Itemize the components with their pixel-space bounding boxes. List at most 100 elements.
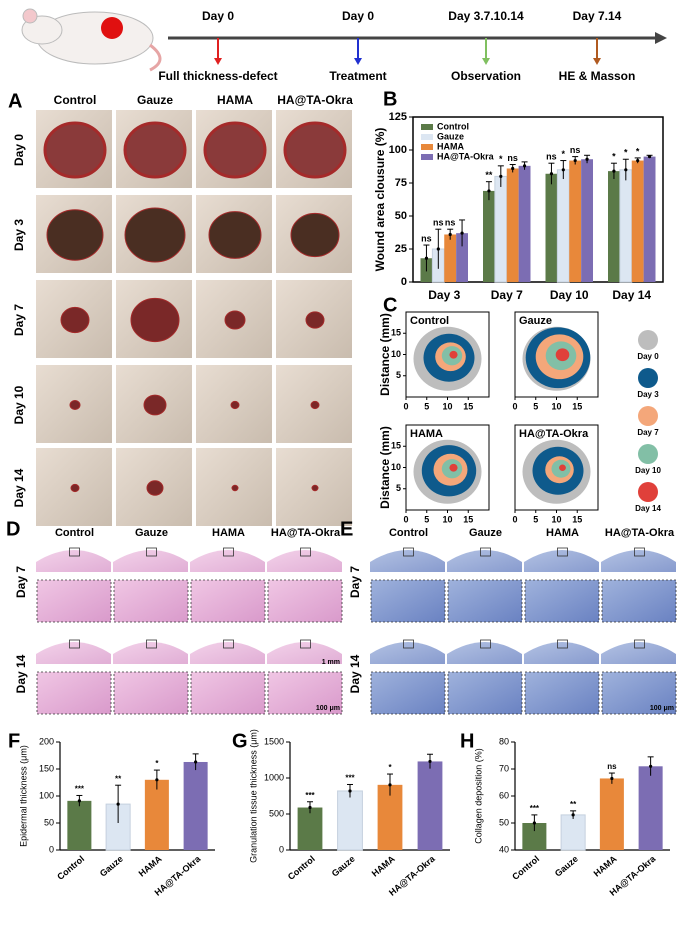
timeline-arrowhead xyxy=(482,58,490,65)
column-header: HAMA xyxy=(217,93,253,107)
significance: *** xyxy=(345,774,355,783)
y-tick-label: 5 xyxy=(396,483,401,493)
significance: ns xyxy=(546,152,557,162)
x-tick-label: 0 xyxy=(512,514,517,524)
wound xyxy=(130,297,180,343)
row-label: Day 14 xyxy=(12,468,26,507)
tissue-zoom xyxy=(267,579,343,623)
y-axis-label: Distance (mm) xyxy=(378,426,392,509)
tissue-overview xyxy=(267,642,342,664)
significance: * xyxy=(562,149,566,159)
legend-label: Day 0 xyxy=(637,352,659,361)
x-tick-label: Control xyxy=(510,854,541,882)
legend-swatch xyxy=(638,368,658,388)
timeline-day: Day 0 xyxy=(202,9,234,23)
data-point xyxy=(448,232,452,237)
y-tick-label: 500 xyxy=(269,808,284,818)
column-header: Control xyxy=(54,93,97,107)
rat-icon xyxy=(21,8,162,72)
data-point xyxy=(585,157,589,161)
x-tick-label: 10 xyxy=(442,401,452,411)
data-point xyxy=(612,169,616,173)
scale-bar: 100 μm xyxy=(316,705,340,712)
tissue-zoom xyxy=(36,579,112,623)
significance: * xyxy=(499,154,503,164)
bar xyxy=(638,766,663,850)
wound xyxy=(203,121,267,179)
y-tick-label: 125 xyxy=(389,111,407,123)
legend-swatch xyxy=(638,444,658,464)
wound xyxy=(311,484,319,492)
column-header: HAMA xyxy=(212,527,245,539)
data-point xyxy=(499,174,503,178)
y-tick-label: 10 xyxy=(391,349,401,359)
legend-label: Day 3 xyxy=(637,390,659,399)
inset-box xyxy=(480,639,491,649)
legend-label: Day 10 xyxy=(635,466,661,475)
wound xyxy=(310,400,320,410)
panel-letter: H xyxy=(460,730,474,752)
data-point xyxy=(511,166,515,171)
wound xyxy=(230,400,240,410)
x-tick-label: Day 3 xyxy=(428,288,460,302)
panel-letter: E xyxy=(340,518,353,540)
subplot-title: HA@TA-Okra xyxy=(519,428,589,440)
tissue-zoom xyxy=(113,671,189,715)
row-label: Day 14 xyxy=(348,654,362,693)
wound-contour xyxy=(559,464,566,471)
x-tick-label: Gauze xyxy=(98,854,125,879)
data-point xyxy=(424,256,429,260)
x-tick-label: 5 xyxy=(424,514,429,524)
x-tick-label: 5 xyxy=(533,514,538,524)
tissue-overview xyxy=(370,642,445,664)
y-tick-label: 100 xyxy=(39,790,54,800)
tissue-overview xyxy=(113,550,188,572)
wound-contour xyxy=(449,463,458,472)
column-header: HA@TA-Okra xyxy=(277,93,353,107)
data-point xyxy=(532,821,536,825)
inset-box xyxy=(69,639,80,649)
x-tick-label: Gauze xyxy=(553,854,580,879)
y-tick-label: 60 xyxy=(499,790,509,800)
timeline-day: Day 7.14 xyxy=(573,9,622,23)
x-tick-label: 15 xyxy=(572,514,582,524)
bar xyxy=(144,779,169,850)
wound xyxy=(69,400,81,410)
timeline-arrowhead xyxy=(214,58,222,65)
x-tick-label: 0 xyxy=(512,401,517,411)
wound xyxy=(60,306,90,334)
significance: * xyxy=(636,146,640,156)
tissue-zoom xyxy=(113,579,189,623)
bar xyxy=(608,171,620,282)
x-tick-label: 10 xyxy=(442,514,452,524)
y-axis-label: Epidermal thickness (μm) xyxy=(18,745,28,847)
timeline-label: HE & Masson xyxy=(559,69,636,83)
bar xyxy=(643,156,656,282)
data-point xyxy=(460,231,464,235)
x-tick-label: Day 7 xyxy=(491,288,523,302)
tissue-overview xyxy=(190,642,265,664)
significance: ns xyxy=(507,153,518,163)
data-point xyxy=(624,168,628,172)
x-tick-label: Day 14 xyxy=(612,288,651,302)
significance: * xyxy=(155,759,159,768)
tissue-overview xyxy=(524,642,599,664)
data-point xyxy=(428,759,432,764)
legend-swatch xyxy=(421,134,433,140)
bar xyxy=(297,807,323,850)
timeline-arrowhead xyxy=(655,32,667,44)
tissue-overview xyxy=(113,642,188,664)
panel-letter: F xyxy=(8,730,20,752)
tissue-zoom xyxy=(370,671,446,715)
y-tick-label: 75 xyxy=(395,177,407,189)
x-tick-label: Control xyxy=(286,854,317,882)
wound-contour xyxy=(449,350,458,359)
subplot-title: Control xyxy=(410,315,449,327)
wound xyxy=(70,483,80,493)
timeline-arrowhead xyxy=(593,58,601,65)
bar xyxy=(483,190,495,282)
y-tick-label: 10 xyxy=(391,462,401,472)
bar xyxy=(183,761,208,850)
